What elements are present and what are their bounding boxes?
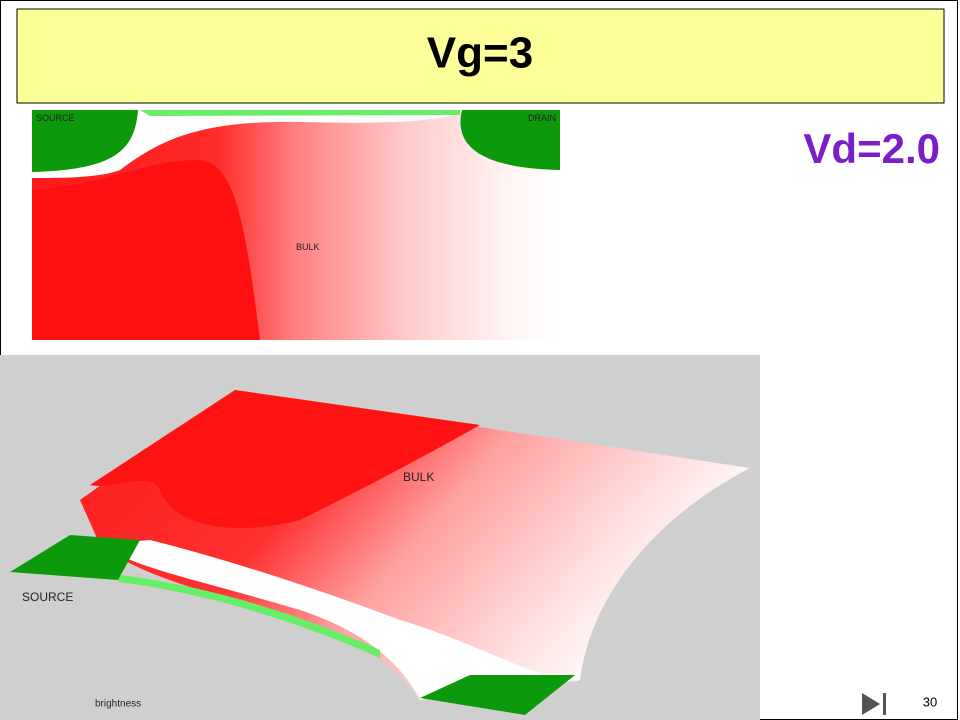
subtitle: Vd=2.0 <box>803 125 940 172</box>
source-label: SOURCE <box>22 590 73 604</box>
drain-pad <box>420 675 575 715</box>
source-pad <box>32 110 138 172</box>
drain-label: DRAIN <box>528 113 556 123</box>
bulk-label: BULK <box>403 470 434 484</box>
drain-pad <box>460 110 560 170</box>
source-label: SOURCE <box>36 113 75 123</box>
bulk-label: BULK <box>296 242 320 252</box>
source-pad <box>10 535 140 580</box>
title-box <box>16 8 945 104</box>
red-region <box>90 390 480 529</box>
end-bar <box>883 693 886 715</box>
red-region <box>32 160 260 340</box>
channel <box>32 110 470 178</box>
page-number: 30 <box>923 694 937 709</box>
inversion-layer <box>118 575 380 658</box>
next-button[interactable] <box>862 693 880 715</box>
caption: brightness <box>95 699 141 710</box>
channel <box>100 540 580 700</box>
inversion-layer <box>140 110 460 116</box>
bottom-image: BULK SOURCE brightness <box>0 355 760 720</box>
title: Vg=3 <box>427 29 533 78</box>
top-image: SOURCE DRAIN BULK <box>32 110 560 340</box>
nav-controls[interactable] <box>862 693 886 715</box>
